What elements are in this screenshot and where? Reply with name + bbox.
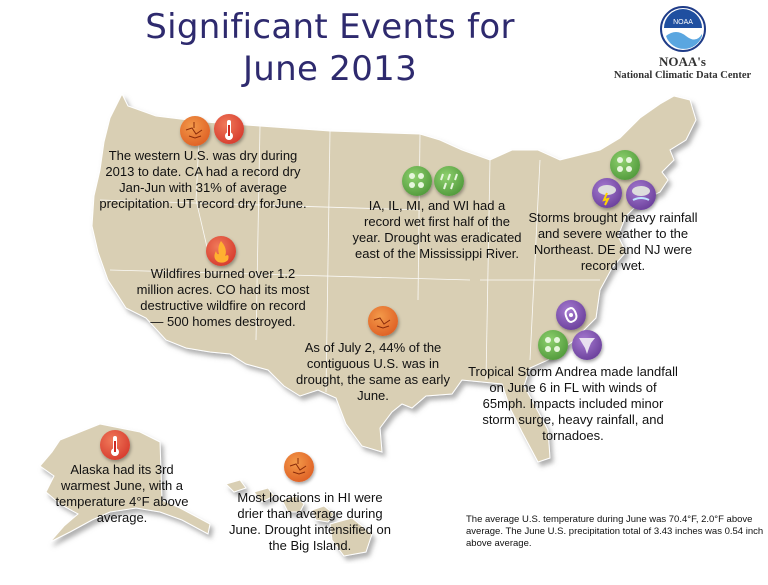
- callout-wildfires: Wildfires burned over 1.2 million acres.…: [136, 266, 310, 329]
- callout-northeast: Storms brought heavy rainfall and severe…: [528, 210, 698, 273]
- hawaii-shape: [225, 479, 373, 557]
- rain-icon: [434, 166, 464, 196]
- heat-icon: [100, 430, 130, 460]
- rain-icon: [538, 330, 568, 360]
- title-line-1: Significant Events for: [145, 7, 515, 47]
- page-title: Significant Events for June 2013: [120, 6, 540, 90]
- alaska-shape: [39, 423, 211, 543]
- storm-icon: [626, 180, 656, 210]
- noaa-logo: NOAA NOAA's National Climatic Data Cente…: [600, 6, 765, 81]
- callout-drought: As of July 2, 44% of the contiguous U.S.…: [296, 340, 450, 403]
- callout-alaska: Alaska had its 3rd warmest June, with a …: [55, 462, 189, 525]
- rain-icon: [610, 150, 640, 180]
- noaa-name: NOAA's: [659, 54, 706, 69]
- noaa-subtitle: National Climatic Data Center: [613, 70, 752, 81]
- drought-icon: [284, 452, 314, 482]
- wildfire-icon: [206, 236, 236, 266]
- hurricane-icon: [556, 300, 586, 330]
- svg-text:NOAA: NOAA: [673, 19, 693, 26]
- callout-hawaii: Most locations in HI were drier than ave…: [229, 490, 391, 553]
- callout-western-us: The western U.S. was dry during 2013 to …: [99, 148, 307, 211]
- summary-text: The average U.S. temperature during June…: [466, 514, 764, 549]
- heat-icon: [214, 114, 244, 144]
- rain-icon: [402, 166, 432, 196]
- callout-midwest: IA, IL, MI, and WI had a record wet firs…: [352, 198, 522, 261]
- drought-icon: [180, 116, 210, 146]
- storm-icon: [592, 178, 622, 208]
- noaa-emblem-icon: NOAA: [659, 6, 706, 52]
- drought-icon: [368, 306, 398, 336]
- title-line-2: June 2013: [242, 49, 418, 89]
- tornado-icon: [572, 330, 602, 360]
- callout-tropical-storm-andrea: Tropical Storm Andrea made landfall on J…: [468, 364, 678, 443]
